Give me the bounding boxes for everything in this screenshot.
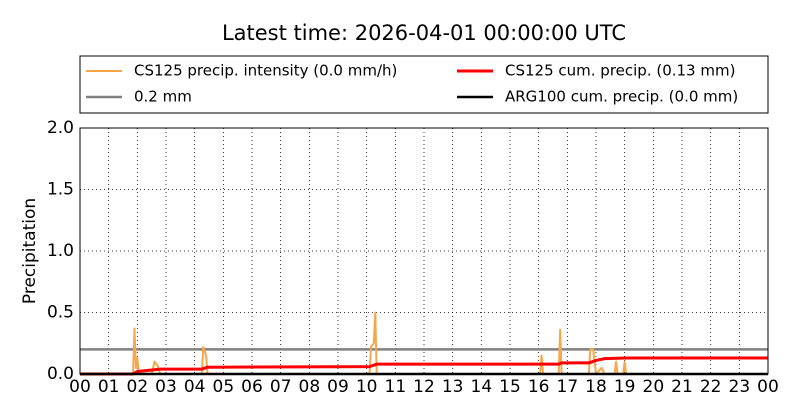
x-tick-label: 06 <box>241 377 263 397</box>
legend-label: ARG100 cum. precip. (0.0 mm) <box>505 88 738 106</box>
legend-label: CS125 precip. intensity (0.0 mm/h) <box>134 62 397 80</box>
y-tick-label: 0.5 <box>47 303 74 323</box>
x-tick-label: 14 <box>471 377 493 397</box>
x-tick-label: 00 <box>757 377 779 397</box>
x-tick-label: 15 <box>499 377 521 397</box>
x-tick-label: 13 <box>442 377 464 397</box>
legend <box>79 55 769 114</box>
x-tick-label: 19 <box>614 377 636 397</box>
legend-label: CS125 cum. precip. (0.13 mm) <box>505 62 735 80</box>
x-tick-label: 09 <box>327 377 349 397</box>
y-axis-label: Precipitation <box>20 198 40 304</box>
x-tick-label: 22 <box>700 377 722 397</box>
y-tick-label: 1.0 <box>47 241 74 261</box>
x-tick-label: 08 <box>299 377 321 397</box>
x-tick-label: 17 <box>557 377 579 397</box>
y-tick-label: 0.0 <box>47 364 74 384</box>
y-tick-label: 2.0 <box>47 118 74 138</box>
x-tick-label: 20 <box>643 377 665 397</box>
x-tick-label: 16 <box>528 377 550 397</box>
x-tick-label: 00 <box>69 377 91 397</box>
x-tick-label: 04 <box>184 377 206 397</box>
x-tick-label: 05 <box>213 377 235 397</box>
x-tick-label: 03 <box>155 377 177 397</box>
legend-label: 0.2 mm <box>134 88 192 106</box>
x-tick-label: 11 <box>385 377 407 397</box>
x-tick-label: 12 <box>413 377 435 397</box>
x-tick-label: 01 <box>98 377 120 397</box>
x-tick-label: 10 <box>356 377 378 397</box>
y-tick-label: 1.5 <box>47 180 74 200</box>
plot-frame <box>79 127 769 375</box>
x-tick-label: 23 <box>729 377 751 397</box>
series-line <box>80 356 768 376</box>
x-tick-label: 02 <box>127 377 149 397</box>
x-tick-label: 07 <box>270 377 292 397</box>
chart-title: Latest time: 2026-04-01 00:00:00 UTC <box>222 21 626 45</box>
x-tick-label: 21 <box>671 377 693 397</box>
x-tick-label: 18 <box>585 377 607 397</box>
